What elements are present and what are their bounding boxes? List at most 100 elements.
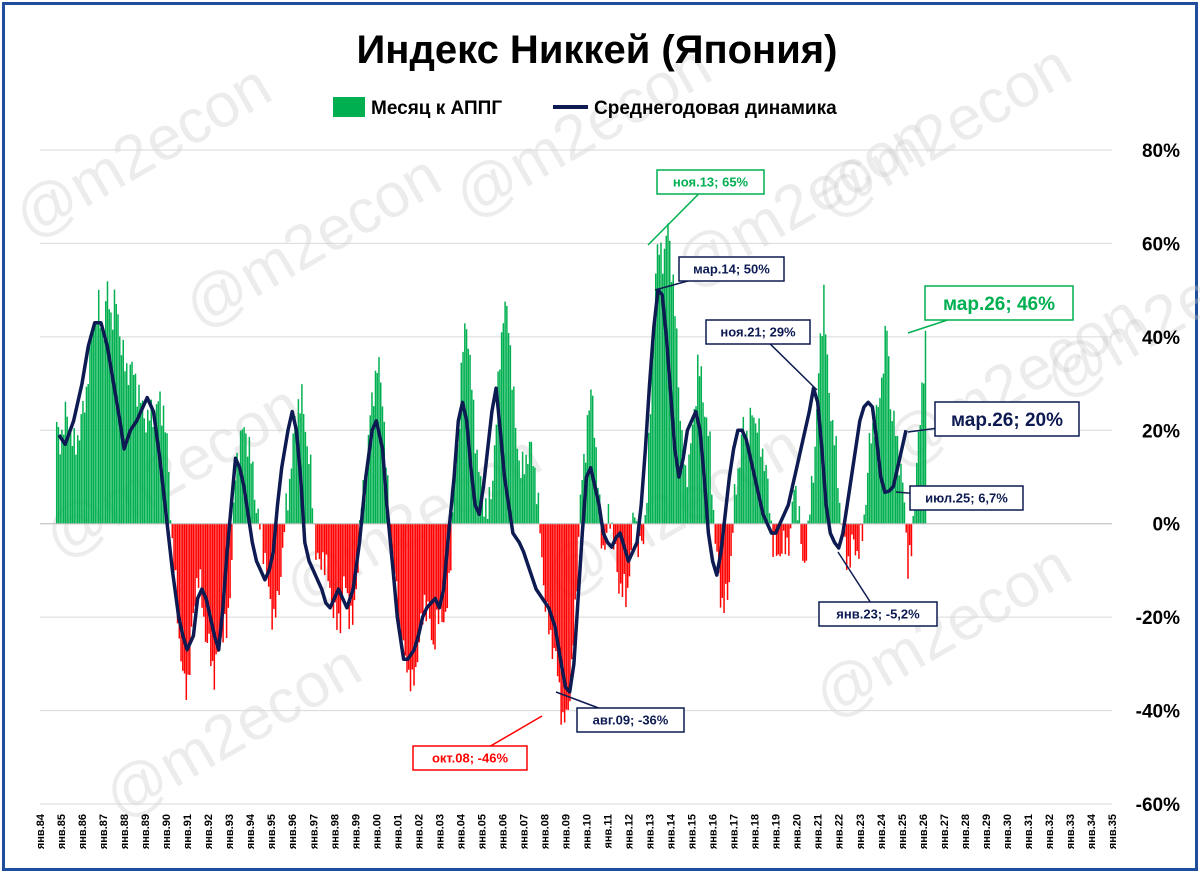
x-tick-label: янв.28 (960, 814, 972, 849)
bar (350, 523, 352, 606)
bar (709, 431, 711, 524)
bar (684, 465, 687, 524)
bar (82, 401, 84, 524)
bar (90, 335, 93, 524)
y-tick-label: 60% (1142, 234, 1180, 255)
bar (367, 434, 370, 524)
x-axis-ticks: янв.84 янв.85 янв.86 янв.87 янв.88 янв.89 янв.… (35, 813, 1119, 849)
annotation-label: июл.25; 6,7% (925, 491, 1008, 506)
bar (770, 520, 773, 524)
bar (78, 440, 81, 524)
bar (646, 503, 648, 524)
bar (57, 426, 60, 524)
watermark-text: @m2econ (803, 31, 1083, 233)
bar (630, 523, 632, 551)
annotation-box (656, 169, 765, 195)
bar (683, 463, 685, 524)
bar (742, 416, 745, 524)
bar (416, 523, 419, 663)
bar (423, 523, 426, 595)
bar (662, 273, 664, 524)
bar (891, 421, 893, 524)
bar (789, 523, 792, 529)
bar (528, 441, 531, 524)
bar (772, 523, 774, 557)
bar (259, 523, 261, 530)
bar (255, 513, 258, 524)
bar (903, 502, 906, 524)
bar (432, 523, 435, 645)
bar (763, 471, 766, 524)
bar (809, 514, 811, 524)
bar (921, 382, 923, 524)
x-tick-label: янв.95 (266, 814, 278, 849)
bar (104, 301, 107, 524)
bar (376, 373, 378, 524)
bar (812, 482, 815, 524)
bar (134, 373, 137, 524)
bar (919, 425, 921, 524)
bar (826, 354, 829, 524)
bar (164, 432, 167, 524)
bar (252, 461, 254, 524)
bar (194, 523, 196, 607)
bar (493, 445, 496, 524)
bar (192, 523, 195, 614)
bar (474, 453, 477, 524)
x-tick-label: янв.24 (876, 813, 888, 849)
bar (823, 284, 825, 524)
bar (516, 448, 519, 524)
bar (542, 523, 545, 586)
bar (793, 489, 795, 524)
bar (768, 513, 771, 524)
bar (922, 383, 925, 524)
bar (430, 523, 433, 641)
bar (394, 523, 396, 574)
bar (292, 433, 294, 524)
bar (835, 436, 837, 524)
bar (59, 454, 61, 524)
x-tick-label: янв.92 (203, 814, 215, 849)
bar (178, 523, 181, 639)
bar (875, 404, 878, 524)
bar (730, 523, 732, 557)
x-tick-label: янв.05 (476, 814, 488, 849)
bar (856, 523, 858, 551)
bar (379, 382, 382, 524)
bar (681, 430, 683, 524)
bar (880, 377, 883, 524)
bar (217, 523, 219, 652)
bar (527, 464, 529, 524)
bar (318, 523, 321, 560)
bar (395, 523, 398, 582)
bar (548, 523, 550, 635)
bar (87, 384, 89, 524)
bar (486, 518, 489, 524)
y-tick-label: 40% (1142, 328, 1180, 349)
bar (76, 435, 79, 524)
bar (803, 523, 806, 563)
bar (245, 433, 247, 524)
bar (83, 412, 86, 524)
bar (250, 463, 252, 524)
watermark-text: @m2econ (93, 631, 373, 833)
bar (660, 242, 662, 524)
bar (478, 472, 480, 524)
x-tick-label: янв.21 (813, 814, 825, 849)
bar (162, 405, 165, 524)
bar (323, 523, 326, 576)
bar (744, 436, 746, 524)
bar (257, 508, 259, 524)
bar (633, 517, 636, 524)
bar (504, 301, 506, 524)
y-tick-label: 0% (1153, 515, 1181, 536)
bar (64, 401, 67, 524)
bar (821, 336, 823, 524)
annotation-label: мар.26; 20% (951, 410, 1063, 431)
bar (553, 523, 555, 648)
bar (99, 328, 102, 524)
bar (609, 523, 611, 529)
bar (908, 523, 911, 546)
bar (838, 502, 841, 524)
bar (343, 523, 345, 577)
